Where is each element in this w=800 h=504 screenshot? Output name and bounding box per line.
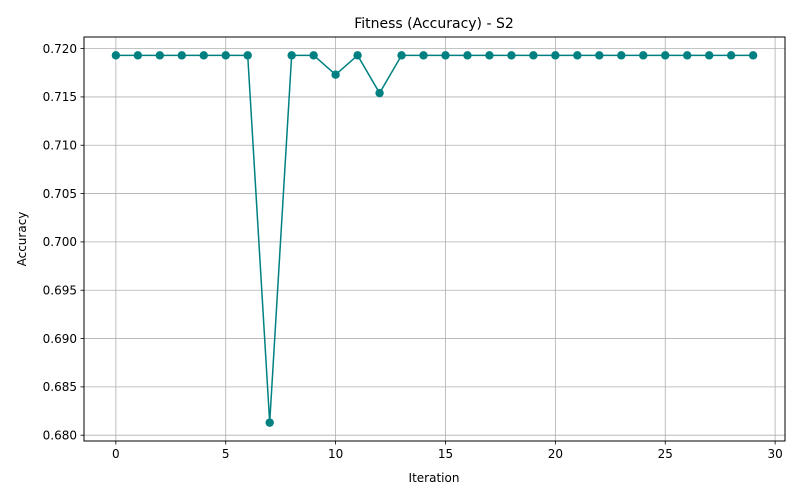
data-point	[551, 51, 560, 60]
chart-title: Fitness (Accuracy) - S2	[354, 16, 514, 32]
x-tick-label: 15	[438, 447, 453, 461]
data-point	[397, 51, 406, 60]
y-tick-label: 0.715	[43, 90, 77, 104]
x-tick-label: 25	[658, 447, 673, 461]
data-point	[375, 88, 384, 98]
data-point	[661, 51, 670, 60]
x-tick-label: 10	[328, 447, 343, 461]
data-point	[111, 51, 121, 60]
x-tick-label: 5	[222, 447, 230, 461]
data-point	[617, 51, 626, 60]
data-point	[595, 51, 604, 60]
data-point	[485, 51, 494, 60]
data-point	[155, 51, 165, 60]
y-axis-label: Accuracy	[15, 212, 29, 267]
y-tick-label: 0.690	[43, 332, 77, 346]
y-tick-label: 0.700	[43, 235, 77, 249]
y-tick-label: 0.695	[43, 284, 77, 298]
x-tick-label: 20	[548, 447, 563, 461]
data-point	[133, 51, 143, 60]
x-axis-label: Iteration	[409, 471, 460, 485]
x-axis-ticks: 0 5 10 15 20 25 30	[112, 441, 783, 461]
y-tick-label: 0.680	[43, 429, 77, 443]
plot-frame	[83, 36, 786, 442]
data-point	[507, 51, 516, 60]
series-accuracy	[111, 51, 758, 427]
data-point	[353, 51, 362, 60]
data-point	[309, 51, 318, 60]
data-point	[441, 51, 450, 60]
data-point	[683, 51, 692, 60]
data-point	[221, 51, 230, 60]
data-point	[529, 51, 538, 60]
data-point	[726, 51, 736, 60]
data-point	[639, 51, 648, 60]
y-tick-label: 0.710	[43, 139, 77, 153]
x-tick-label: 30	[767, 447, 782, 461]
data-point	[265, 418, 274, 427]
data-point	[463, 51, 472, 60]
x-tick-label: 0	[112, 447, 120, 461]
grid-lines	[84, 37, 785, 441]
data-point	[419, 51, 428, 60]
y-tick-label: 0.720	[43, 42, 77, 56]
y-tick-label: 0.685	[43, 380, 77, 394]
data-point	[177, 51, 186, 60]
data-point	[243, 51, 252, 60]
y-axis-ticks: 0.680 0.685 0.690 0.695 0.700 0.705 0.710 0.715…	[43, 42, 84, 443]
data-point	[748, 51, 758, 60]
data-point	[704, 51, 714, 60]
data-point	[199, 51, 208, 60]
y-tick-label: 0.705	[43, 187, 77, 201]
data-point	[287, 51, 296, 60]
data-point	[573, 51, 582, 60]
data-point	[331, 70, 340, 79]
